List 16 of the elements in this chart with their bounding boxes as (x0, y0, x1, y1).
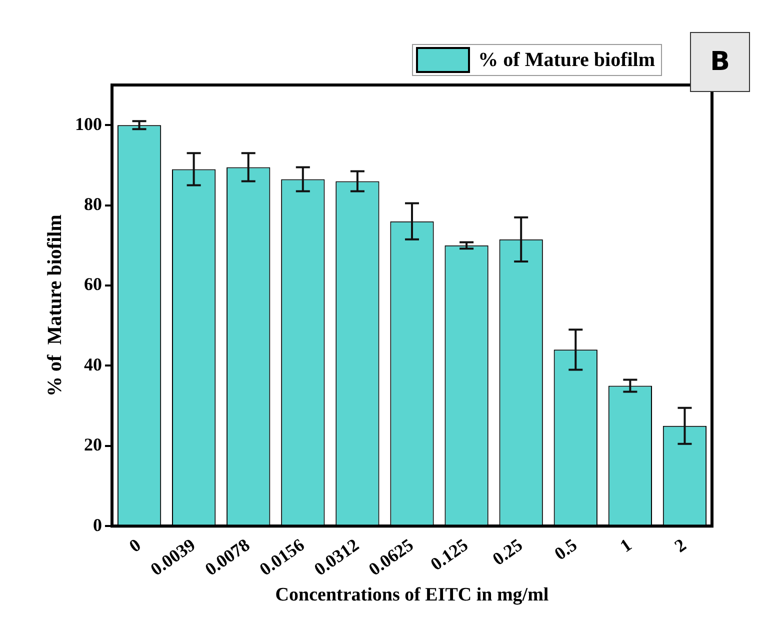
x-tick-label: 0 (125, 534, 144, 556)
y-tick-label: 0 (93, 514, 102, 535)
text: % of Mature biofilm (478, 48, 655, 72)
x-axis-title: Concentrations of EITC in mg/ml (275, 584, 549, 606)
y-tick-label: 20 (84, 434, 102, 455)
y-tick-label: 100 (75, 114, 102, 134)
x-tick-label: 0.5 (550, 534, 581, 564)
y-tick-label: 80 (84, 194, 102, 214)
y-axis-title: % of Mature biofilm (44, 214, 66, 396)
x-tick-label: 0.25 (488, 534, 526, 570)
y-tick-label: 40 (84, 354, 102, 374)
x-tick-label: 0.125 (426, 534, 472, 574)
x-tick-label: 1 (616, 534, 636, 556)
y-tick-label: 60 (84, 274, 102, 294)
text: B (690, 32, 750, 92)
x-tick-label: 2 (670, 534, 690, 556)
